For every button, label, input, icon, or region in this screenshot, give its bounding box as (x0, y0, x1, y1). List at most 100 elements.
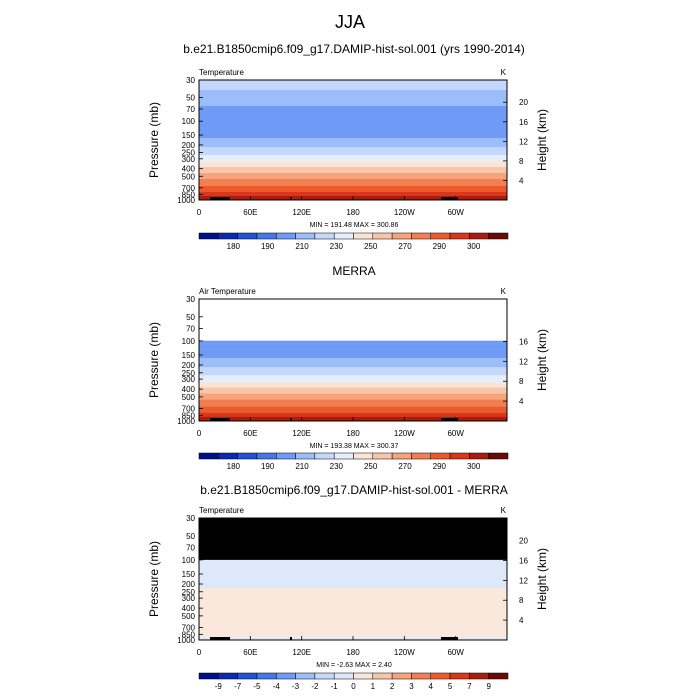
colorbar-swatch (391, 452, 412, 460)
contour-band (199, 621, 507, 624)
contour-band (199, 175, 507, 177)
longitude-tick-label: 60W (447, 648, 464, 657)
panel-units-label: K (501, 506, 507, 515)
contour-band (199, 109, 507, 111)
contour-band (199, 600, 507, 602)
contour-band (199, 161, 507, 163)
contour-band (199, 114, 507, 116)
pressure-tick-label: 1000 (177, 636, 195, 645)
colorbar-swatch (295, 232, 316, 240)
contour-band (199, 565, 507, 568)
colorbar-swatch (411, 672, 431, 680)
contour-band (199, 154, 507, 156)
contour-band (199, 115, 507, 117)
contour-band (199, 166, 507, 168)
contour-band (199, 350, 507, 353)
contour-band (199, 582, 507, 584)
contour-band (199, 575, 507, 578)
contour-band (199, 385, 507, 387)
contour-band (199, 365, 507, 367)
colorbar-swatch (372, 232, 393, 240)
contour-band (199, 130, 507, 132)
colorbar-label: 300 (467, 462, 481, 471)
contour-band (199, 586, 507, 588)
colorbar-label: -9 (215, 682, 223, 691)
contour-band (199, 85, 507, 87)
contour-band (199, 614, 507, 616)
height-tick-label: 4 (519, 397, 524, 406)
contour-band (199, 598, 507, 600)
contour-band (199, 623, 507, 626)
pressure-tick-label: 100 (182, 117, 196, 126)
contour-band (199, 368, 507, 370)
contour-band (199, 617, 507, 620)
contour-band (199, 165, 507, 167)
pressure-tick-label: 300 (182, 594, 196, 603)
colorbar-swatch (237, 452, 258, 460)
contour-band (199, 97, 507, 99)
contour-band (199, 622, 507, 625)
contour-band (199, 573, 507, 576)
contour-band (199, 568, 507, 571)
contour-band (199, 599, 507, 601)
contour-band (199, 355, 507, 358)
terrain-mask (290, 637, 292, 640)
contour-band (199, 384, 507, 386)
colorbar-swatch (314, 232, 335, 240)
contour-band (199, 619, 507, 622)
contour-band (199, 81, 507, 83)
contour-band (199, 139, 507, 141)
colorbar-swatch (218, 452, 238, 460)
contour-band (199, 366, 507, 368)
missing-data-region (199, 518, 507, 560)
contour-band (199, 409, 507, 412)
contour-band (199, 107, 507, 109)
contour-band (199, 113, 507, 115)
colorbar-swatch (295, 672, 316, 680)
colorbar-swatch (430, 232, 451, 240)
contour-band (199, 394, 507, 396)
colorbar-swatch (198, 672, 219, 680)
terrain-mask (221, 637, 226, 640)
contour-band (199, 129, 507, 131)
longitude-tick-label: 60E (243, 208, 257, 217)
contour-band (199, 408, 507, 411)
terrain-mask (210, 637, 230, 640)
contour-band (199, 559, 507, 562)
colorbar-swatch (198, 452, 219, 460)
colorbar-swatch (237, 232, 258, 240)
contour-band (199, 612, 507, 614)
contour-band (199, 386, 507, 388)
colorbar-swatch (276, 232, 296, 240)
contour-band (199, 591, 507, 593)
colorbar-swatch (449, 672, 470, 680)
pressure-tick-label: 300 (182, 155, 196, 164)
contour-band (199, 131, 507, 133)
colorbar-label: 230 (330, 242, 344, 251)
pressure-tick-label: 500 (182, 172, 196, 181)
contour-band (199, 183, 507, 185)
contour-band (199, 379, 507, 381)
contour-band (199, 132, 507, 134)
colorbar-swatch (256, 232, 277, 240)
contour-band (199, 119, 507, 121)
colorbar-swatch (411, 452, 431, 460)
contour-band (199, 620, 507, 623)
colorbar-label: 4 (429, 682, 434, 691)
contour-band (199, 361, 507, 363)
longitude-tick-label: 120E (292, 429, 311, 438)
pressure-tick-label: 700 (182, 405, 196, 414)
pressure-tick-label: 1000 (177, 417, 195, 426)
contour-band (199, 108, 507, 110)
contour-band (199, 150, 507, 152)
contour-band (199, 92, 507, 94)
colorbar-label: 210 (295, 242, 309, 251)
contour-band (199, 104, 507, 106)
season-title: JJA (335, 12, 365, 32)
longitude-tick-label: 120E (292, 648, 311, 657)
contour-band (199, 590, 507, 592)
contour-band (199, 141, 507, 143)
contour-band (199, 605, 507, 607)
panel-variable-label: Air Temperature (199, 287, 256, 296)
contour-band (199, 137, 507, 139)
